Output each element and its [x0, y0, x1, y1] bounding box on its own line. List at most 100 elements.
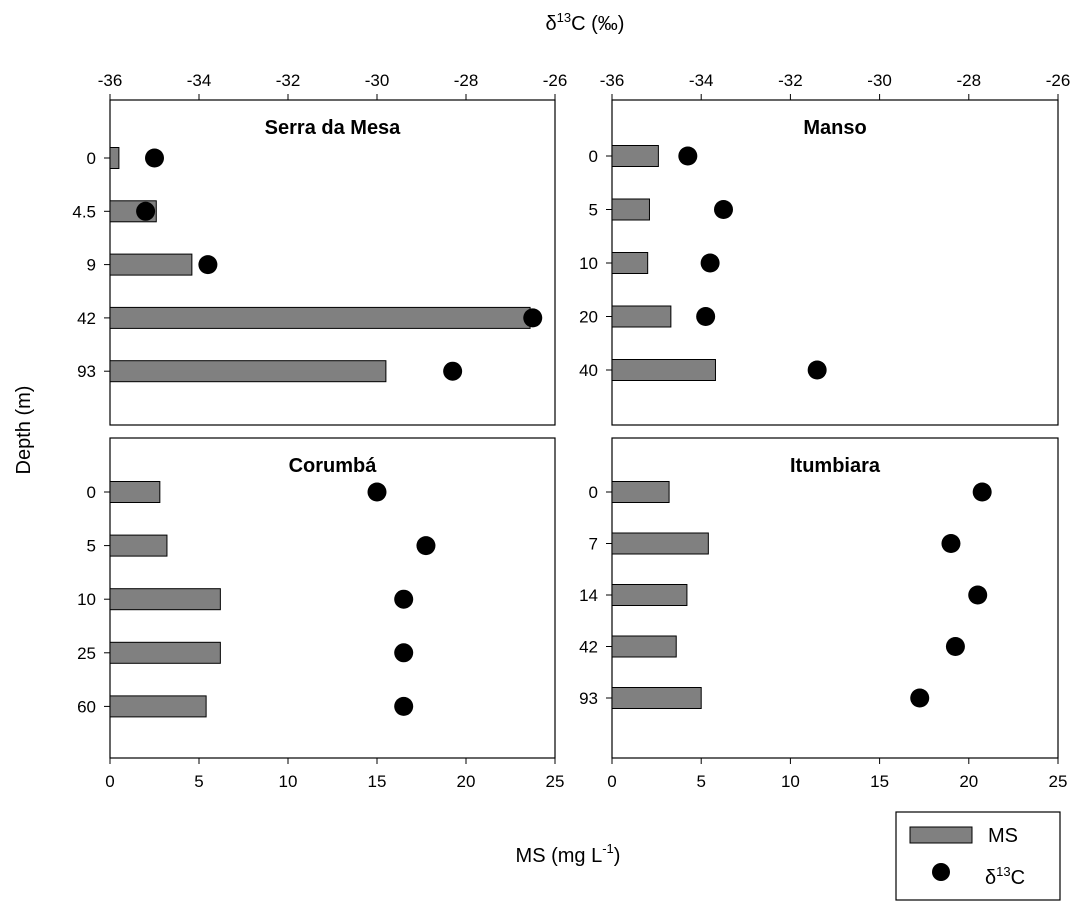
d13c-point	[945, 637, 965, 656]
top-tick-label: -36	[600, 71, 625, 90]
ms-bar	[611, 687, 702, 709]
bottom-axis-title: MS (mg L-1)	[516, 841, 621, 867]
ms-bar	[109, 695, 207, 718]
ms-bar	[109, 147, 120, 169]
panel-3: Corumbá 0 5 10 25 60 0 5 10 15 20 25	[77, 437, 565, 791]
d13c-point	[416, 536, 436, 556]
top-tick-label: -30	[867, 71, 892, 90]
ms-bar	[109, 481, 161, 503]
bottom-tick-label: 20	[959, 772, 978, 791]
legend-ms-swatch	[909, 826, 973, 844]
y-tick-label: 42	[579, 638, 598, 657]
legend: MS δ13C	[895, 811, 1061, 901]
y-tick-label: 0	[87, 483, 96, 502]
panel-2: Manso 0 5 10 20 40 -36 -34 -32 -30 -28 -26	[579, 71, 1070, 426]
d13c-point	[394, 643, 414, 663]
top-axis-title-rest: C (‰)	[571, 13, 624, 35]
d13c-point	[394, 696, 414, 716]
bottom-axis-title-main: MS (mg L	[516, 845, 603, 867]
y-tick-label: 20	[579, 308, 598, 327]
y-tick-label: 93	[579, 689, 598, 708]
bottom-tick-label: 25	[1049, 772, 1068, 791]
ms-bar	[109, 588, 221, 611]
top-tick-label: -26	[543, 71, 568, 90]
bottom-tick-label: 15	[368, 772, 387, 791]
d13c-point	[198, 255, 218, 275]
d13c-point	[678, 146, 698, 166]
panel-1: Serra da Mesa 0 4.5 9 42 93 -36 -34 -32 -30 -28 -26	[72, 71, 568, 426]
d13c-point	[367, 482, 387, 502]
ms-bar	[109, 253, 193, 276]
panel-4: Itumbiara 0 7 14 42 93 0 5 10 15 20 25	[579, 437, 1068, 791]
y-tick-label: 5	[589, 201, 598, 220]
bottom-tick-label: 0	[105, 772, 114, 791]
bottom-tick-label: 25	[546, 772, 565, 791]
panels: Serra da Mesa 0 4.5 9 42 93 -36 -34 -32 -30 -28 -26…	[72, 71, 1070, 791]
y-tick-label: 7	[589, 535, 598, 554]
legend-ms-label: MS	[988, 825, 1018, 847]
top-axis-title-delta: δ	[546, 13, 557, 35]
bottom-tick-label: 10	[781, 772, 800, 791]
top-tick-label: -28	[454, 71, 479, 90]
top-tick-label: -34	[689, 71, 714, 90]
ms-bar	[611, 145, 659, 167]
d13c-point	[136, 201, 156, 221]
y-tick-label: 42	[77, 309, 96, 328]
ms-bar	[611, 198, 650, 221]
bottom-tick-label: 20	[457, 772, 476, 791]
legend-d13c-label: δ13C	[985, 864, 1025, 889]
panel-title: Itumbiara	[790, 455, 881, 477]
y-tick-label: 0	[87, 149, 96, 168]
ms-bar	[611, 252, 649, 274]
d13c-point	[700, 253, 720, 273]
bottom-axis-title-sup: -1	[602, 841, 614, 856]
panel-title: Serra da Mesa	[265, 117, 402, 139]
top-tick-label: -32	[276, 71, 301, 90]
d13c-point	[394, 589, 414, 609]
ms-bar	[611, 532, 709, 555]
d13c-point	[145, 148, 164, 168]
panel-title: Manso	[803, 117, 866, 139]
y-axis-title: Depth (m)	[13, 386, 35, 475]
y-tick-label: 93	[77, 362, 96, 381]
top-tick-label: -36	[98, 71, 123, 90]
y-tick-label: 14	[579, 586, 598, 605]
top-axis-title-sup: 13	[557, 10, 571, 25]
d13c-point	[696, 307, 716, 326]
panel-title: Corumbá	[289, 455, 378, 477]
top-tick-label: -30	[365, 71, 390, 90]
d13c-point	[972, 482, 992, 502]
y-tick-label: 25	[77, 644, 96, 663]
y-tick-label: 10	[77, 590, 96, 609]
y-tick-label: 9	[87, 256, 96, 275]
bottom-tick-label: 10	[279, 772, 298, 791]
ms-bar	[109, 360, 387, 383]
d13c-point	[714, 200, 733, 219]
d13c-point	[968, 585, 988, 605]
y-tick-label: 0	[589, 147, 598, 166]
top-tick-label: -28	[957, 71, 982, 90]
ms-bar	[109, 306, 531, 329]
legend-d13c-sup: 13	[996, 864, 1010, 879]
d13c-point	[910, 688, 930, 708]
y-tick-label: 4.5	[72, 202, 96, 221]
ms-bar	[611, 584, 688, 606]
legend-d13c-marker	[932, 863, 950, 881]
ms-bar	[109, 641, 221, 664]
bottom-tick-label: 15	[870, 772, 889, 791]
ms-bar	[611, 635, 677, 658]
top-tick-label: -32	[778, 71, 803, 90]
y-tick-label: 60	[77, 697, 96, 716]
legend-box	[895, 811, 1061, 901]
ms-bar	[611, 481, 670, 503]
ms-bar	[109, 534, 168, 557]
d13c-point	[941, 534, 961, 553]
bottom-axis-title-close: )	[614, 845, 621, 867]
ms-bar	[611, 359, 716, 381]
y-tick-label: 40	[579, 361, 598, 380]
top-axis-title: δ13C (‰)	[546, 10, 625, 35]
bottom-tick-label: 5	[194, 772, 203, 791]
y-tick-label: 5	[87, 537, 96, 556]
bottom-tick-label: 0	[607, 772, 616, 791]
